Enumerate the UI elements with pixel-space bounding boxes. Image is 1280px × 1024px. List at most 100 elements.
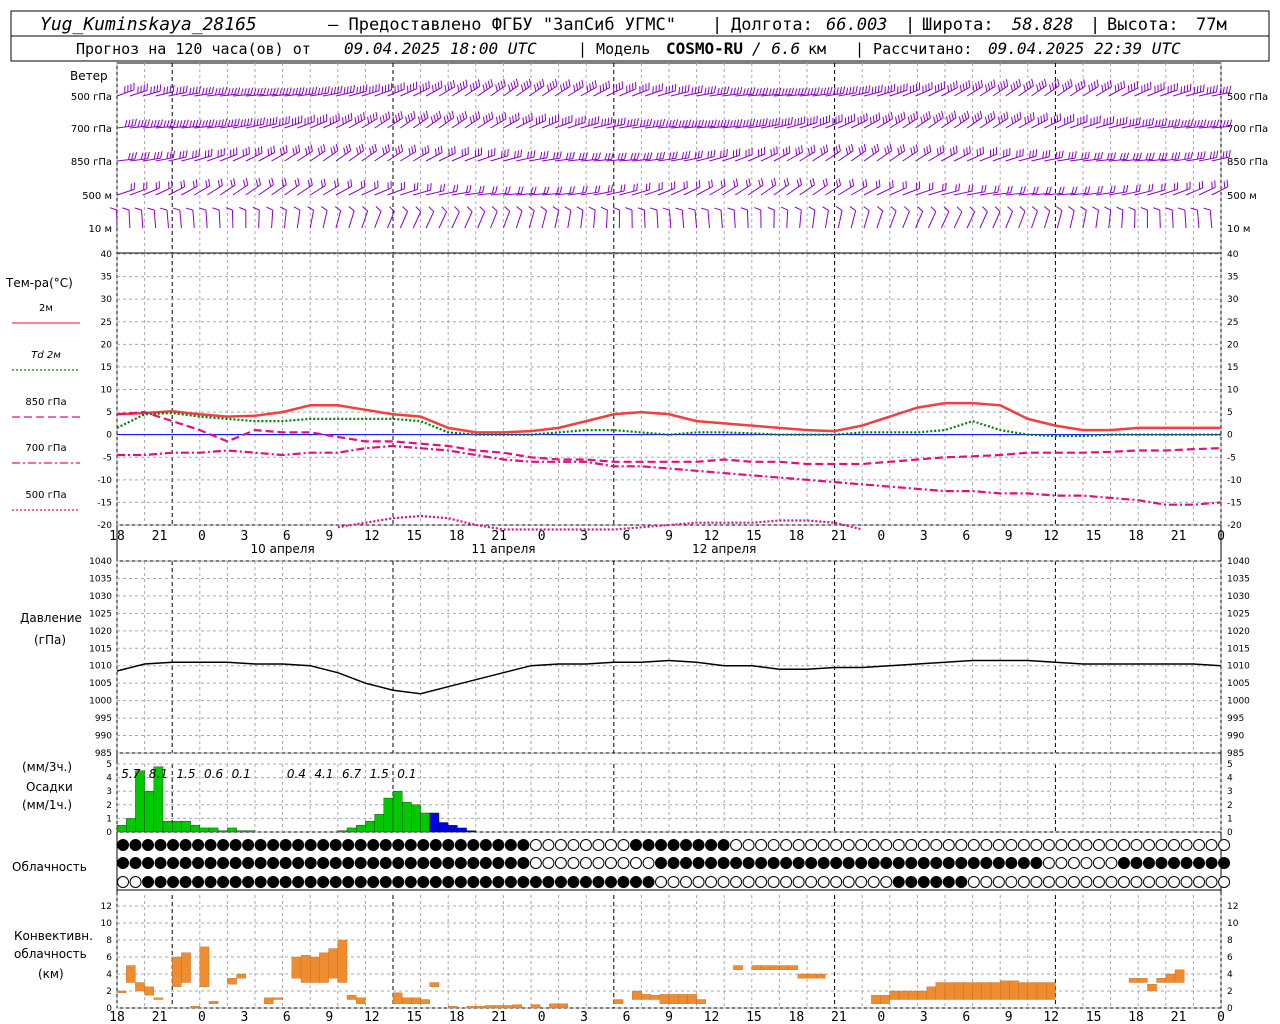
cloud-symbol: [479, 876, 492, 888]
wind-barb-feather: [530, 150, 533, 158]
wind-barb-feather: [730, 88, 733, 96]
precip-bar: [245, 830, 256, 833]
conv-bar: [494, 1005, 504, 1009]
wind-barb-feather: [612, 85, 615, 93]
wind-barb: [128, 209, 131, 229]
wind-barb-feather: [851, 178, 855, 186]
wind-barb-feather: [413, 144, 417, 152]
cloud-symbol: [830, 857, 843, 869]
temp-ytick-right: -5: [1227, 453, 1236, 463]
wind-barb-feather: [955, 145, 958, 153]
pressure-ytick-right: 985: [1227, 749, 1244, 759]
wind-barb-feather: [1125, 184, 1129, 192]
wind-barb-feather: [604, 153, 608, 161]
wind-barb-feather: [800, 117, 803, 125]
wind-barb-feather: [930, 206, 937, 212]
wind-barb-feather: [503, 78, 506, 86]
cloud-symbol: [842, 876, 855, 888]
wind-barb-feather: [695, 181, 698, 189]
wind-barb: [824, 210, 829, 229]
precip-total: 0.1: [397, 767, 416, 781]
wind-barb-feather: [284, 177, 287, 185]
wind-barb-feather: [227, 119, 231, 127]
wind-barb: [786, 184, 802, 196]
model-name: COSMO-RU: [666, 39, 743, 58]
wind-barb-feather: [659, 119, 662, 127]
precip-total: 4.1: [314, 767, 333, 781]
wind-barb-feather: [925, 112, 929, 120]
temp-ytick-left: 30: [101, 295, 113, 305]
wind-barb-feather: [1044, 78, 1047, 86]
wind-barb-feather: [885, 115, 888, 123]
cloud-symbol: [705, 839, 718, 851]
wind-barb: [1044, 119, 1061, 129]
wind-barb-feather: [185, 85, 188, 93]
cloud-symbol: [129, 839, 142, 851]
wind-barb-feather: [356, 86, 359, 94]
wind-barb-feather: [665, 86, 667, 94]
hour-label-bottom: 3: [580, 1010, 588, 1024]
wind-barb: [206, 184, 223, 196]
wind-barb-feather: [408, 148, 411, 156]
wind-barb-feather: [939, 146, 942, 154]
precip-title: Осадки: [26, 780, 73, 794]
temp-ytick-left: 0: [106, 431, 112, 441]
wind-barb-feather: [895, 116, 898, 124]
wind-barb: [734, 184, 751, 196]
cloud-symbol: [680, 876, 693, 888]
wind-barb: [361, 186, 379, 196]
temp-ytick-right: 10: [1227, 386, 1239, 396]
lat-value: 58.828: [1012, 15, 1073, 35]
cloud-symbol: [917, 839, 930, 851]
cloud-symbol: [117, 876, 129, 888]
wind-barb: [541, 120, 559, 129]
wind-barb: [643, 209, 646, 229]
wind-barb: [516, 119, 533, 129]
wind-barb: [1095, 210, 1099, 229]
cloud-symbol: [1142, 839, 1155, 851]
cloud-symbol: [567, 839, 580, 851]
wind-barb: [593, 210, 596, 229]
wind-barb-feather: [242, 179, 246, 187]
wind-barb-feather: [434, 83, 437, 91]
wind-barb-feather: [522, 117, 525, 125]
conv-bar: [484, 1005, 495, 1009]
wind-barb-feather: [576, 206, 584, 211]
wind-barb-feather: [552, 152, 556, 160]
wind-barb-feather: [971, 116, 975, 124]
wind-barb-feather: [688, 207, 696, 211]
wind-barb-feather: [1007, 206, 1013, 212]
wind-barb-feather: [755, 88, 759, 96]
precip-bar: [438, 822, 449, 833]
precip-ytick-right: 2: [1227, 801, 1233, 811]
wind-barb-feather: [295, 87, 299, 95]
cloud-symbol: [942, 839, 955, 851]
wind-barb-feather: [205, 180, 208, 188]
wind-barb-feather: [762, 118, 765, 126]
cloud-symbol: [1193, 839, 1206, 851]
wind-barb: [166, 210, 170, 229]
cloud-symbol: [1105, 839, 1118, 851]
wind-barb-feather: [490, 78, 494, 87]
wind-barb-feather: [211, 119, 215, 127]
pressure-ytick-right: 1030: [1227, 592, 1250, 602]
wind-barb-feather: [397, 112, 401, 120]
pressure-ytick-right: 1035: [1227, 574, 1250, 584]
wind-barb-feather: [501, 150, 503, 158]
cloud-symbol: [517, 857, 530, 869]
precip-bar: [466, 830, 476, 833]
wind-barb-feather: [953, 110, 957, 118]
wind-barb-feather: [465, 185, 469, 193]
wind-barb-feather: [330, 147, 334, 155]
wind-barb-feather: [965, 81, 968, 89]
precip-bar: [172, 820, 182, 833]
precip-unit-bottom: (мм/1ч.): [22, 798, 72, 812]
pressure-ytick-right: 1010: [1227, 662, 1250, 672]
precip-bar: [208, 827, 219, 833]
wind-barb-feather: [980, 79, 983, 87]
conv-bar: [926, 986, 936, 1000]
conv-bar: [328, 948, 338, 979]
wind-barb-feather: [697, 85, 700, 94]
precip-bar: [236, 830, 246, 833]
hour-label-top: 12: [364, 529, 380, 544]
